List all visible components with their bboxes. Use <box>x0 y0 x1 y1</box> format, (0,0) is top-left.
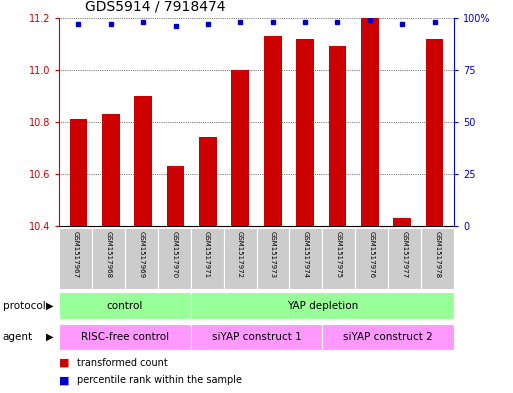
Text: GSM1517975: GSM1517975 <box>336 231 342 278</box>
Bar <box>125 228 158 289</box>
Bar <box>191 228 224 289</box>
Bar <box>421 228 454 289</box>
Text: GSM1517978: GSM1517978 <box>435 231 441 278</box>
Text: control: control <box>107 301 143 310</box>
Bar <box>388 228 421 289</box>
Text: GSM1517974: GSM1517974 <box>303 231 309 278</box>
Bar <box>328 46 346 226</box>
Bar <box>426 39 443 226</box>
Bar <box>59 292 191 319</box>
Bar <box>134 96 152 226</box>
Text: GSM1517967: GSM1517967 <box>72 231 78 278</box>
Bar <box>231 70 249 226</box>
Text: RISC-free control: RISC-free control <box>81 332 169 342</box>
Bar <box>199 138 217 226</box>
Bar <box>158 228 191 289</box>
Bar <box>322 228 355 289</box>
Bar <box>102 114 120 226</box>
Bar <box>191 292 454 319</box>
Bar <box>256 228 289 289</box>
Text: GSM1517968: GSM1517968 <box>105 231 111 278</box>
Text: siYAP construct 1: siYAP construct 1 <box>212 332 301 342</box>
Text: GSM1517973: GSM1517973 <box>270 231 276 278</box>
Bar <box>59 324 191 350</box>
Bar <box>167 166 185 226</box>
Bar <box>224 228 256 289</box>
Text: GSM1517976: GSM1517976 <box>369 231 374 278</box>
Bar <box>289 228 322 289</box>
Text: GSM1517972: GSM1517972 <box>237 231 243 278</box>
Bar <box>70 119 87 226</box>
Text: ■: ■ <box>59 358 69 367</box>
Bar <box>355 228 388 289</box>
Text: protocol: protocol <box>3 301 45 310</box>
Bar <box>296 39 314 226</box>
Text: siYAP construct 2: siYAP construct 2 <box>343 332 433 342</box>
Text: GDS5914 / 7918474: GDS5914 / 7918474 <box>85 0 225 14</box>
Text: transformed count: transformed count <box>77 358 168 367</box>
Bar <box>191 324 322 350</box>
Text: ■: ■ <box>59 375 69 385</box>
Text: GSM1517969: GSM1517969 <box>139 231 144 278</box>
Text: GSM1517977: GSM1517977 <box>402 231 408 278</box>
Bar <box>393 218 411 226</box>
Text: ▶: ▶ <box>46 332 54 342</box>
Bar <box>264 36 282 226</box>
Text: agent: agent <box>3 332 33 342</box>
Text: YAP depletion: YAP depletion <box>287 301 358 310</box>
Text: percentile rank within the sample: percentile rank within the sample <box>77 375 242 385</box>
Bar <box>92 228 125 289</box>
Bar <box>59 228 92 289</box>
Bar <box>361 18 379 226</box>
Text: GSM1517970: GSM1517970 <box>171 231 177 278</box>
Text: GSM1517971: GSM1517971 <box>204 231 210 278</box>
Bar <box>322 324 454 350</box>
Text: ▶: ▶ <box>46 301 54 310</box>
